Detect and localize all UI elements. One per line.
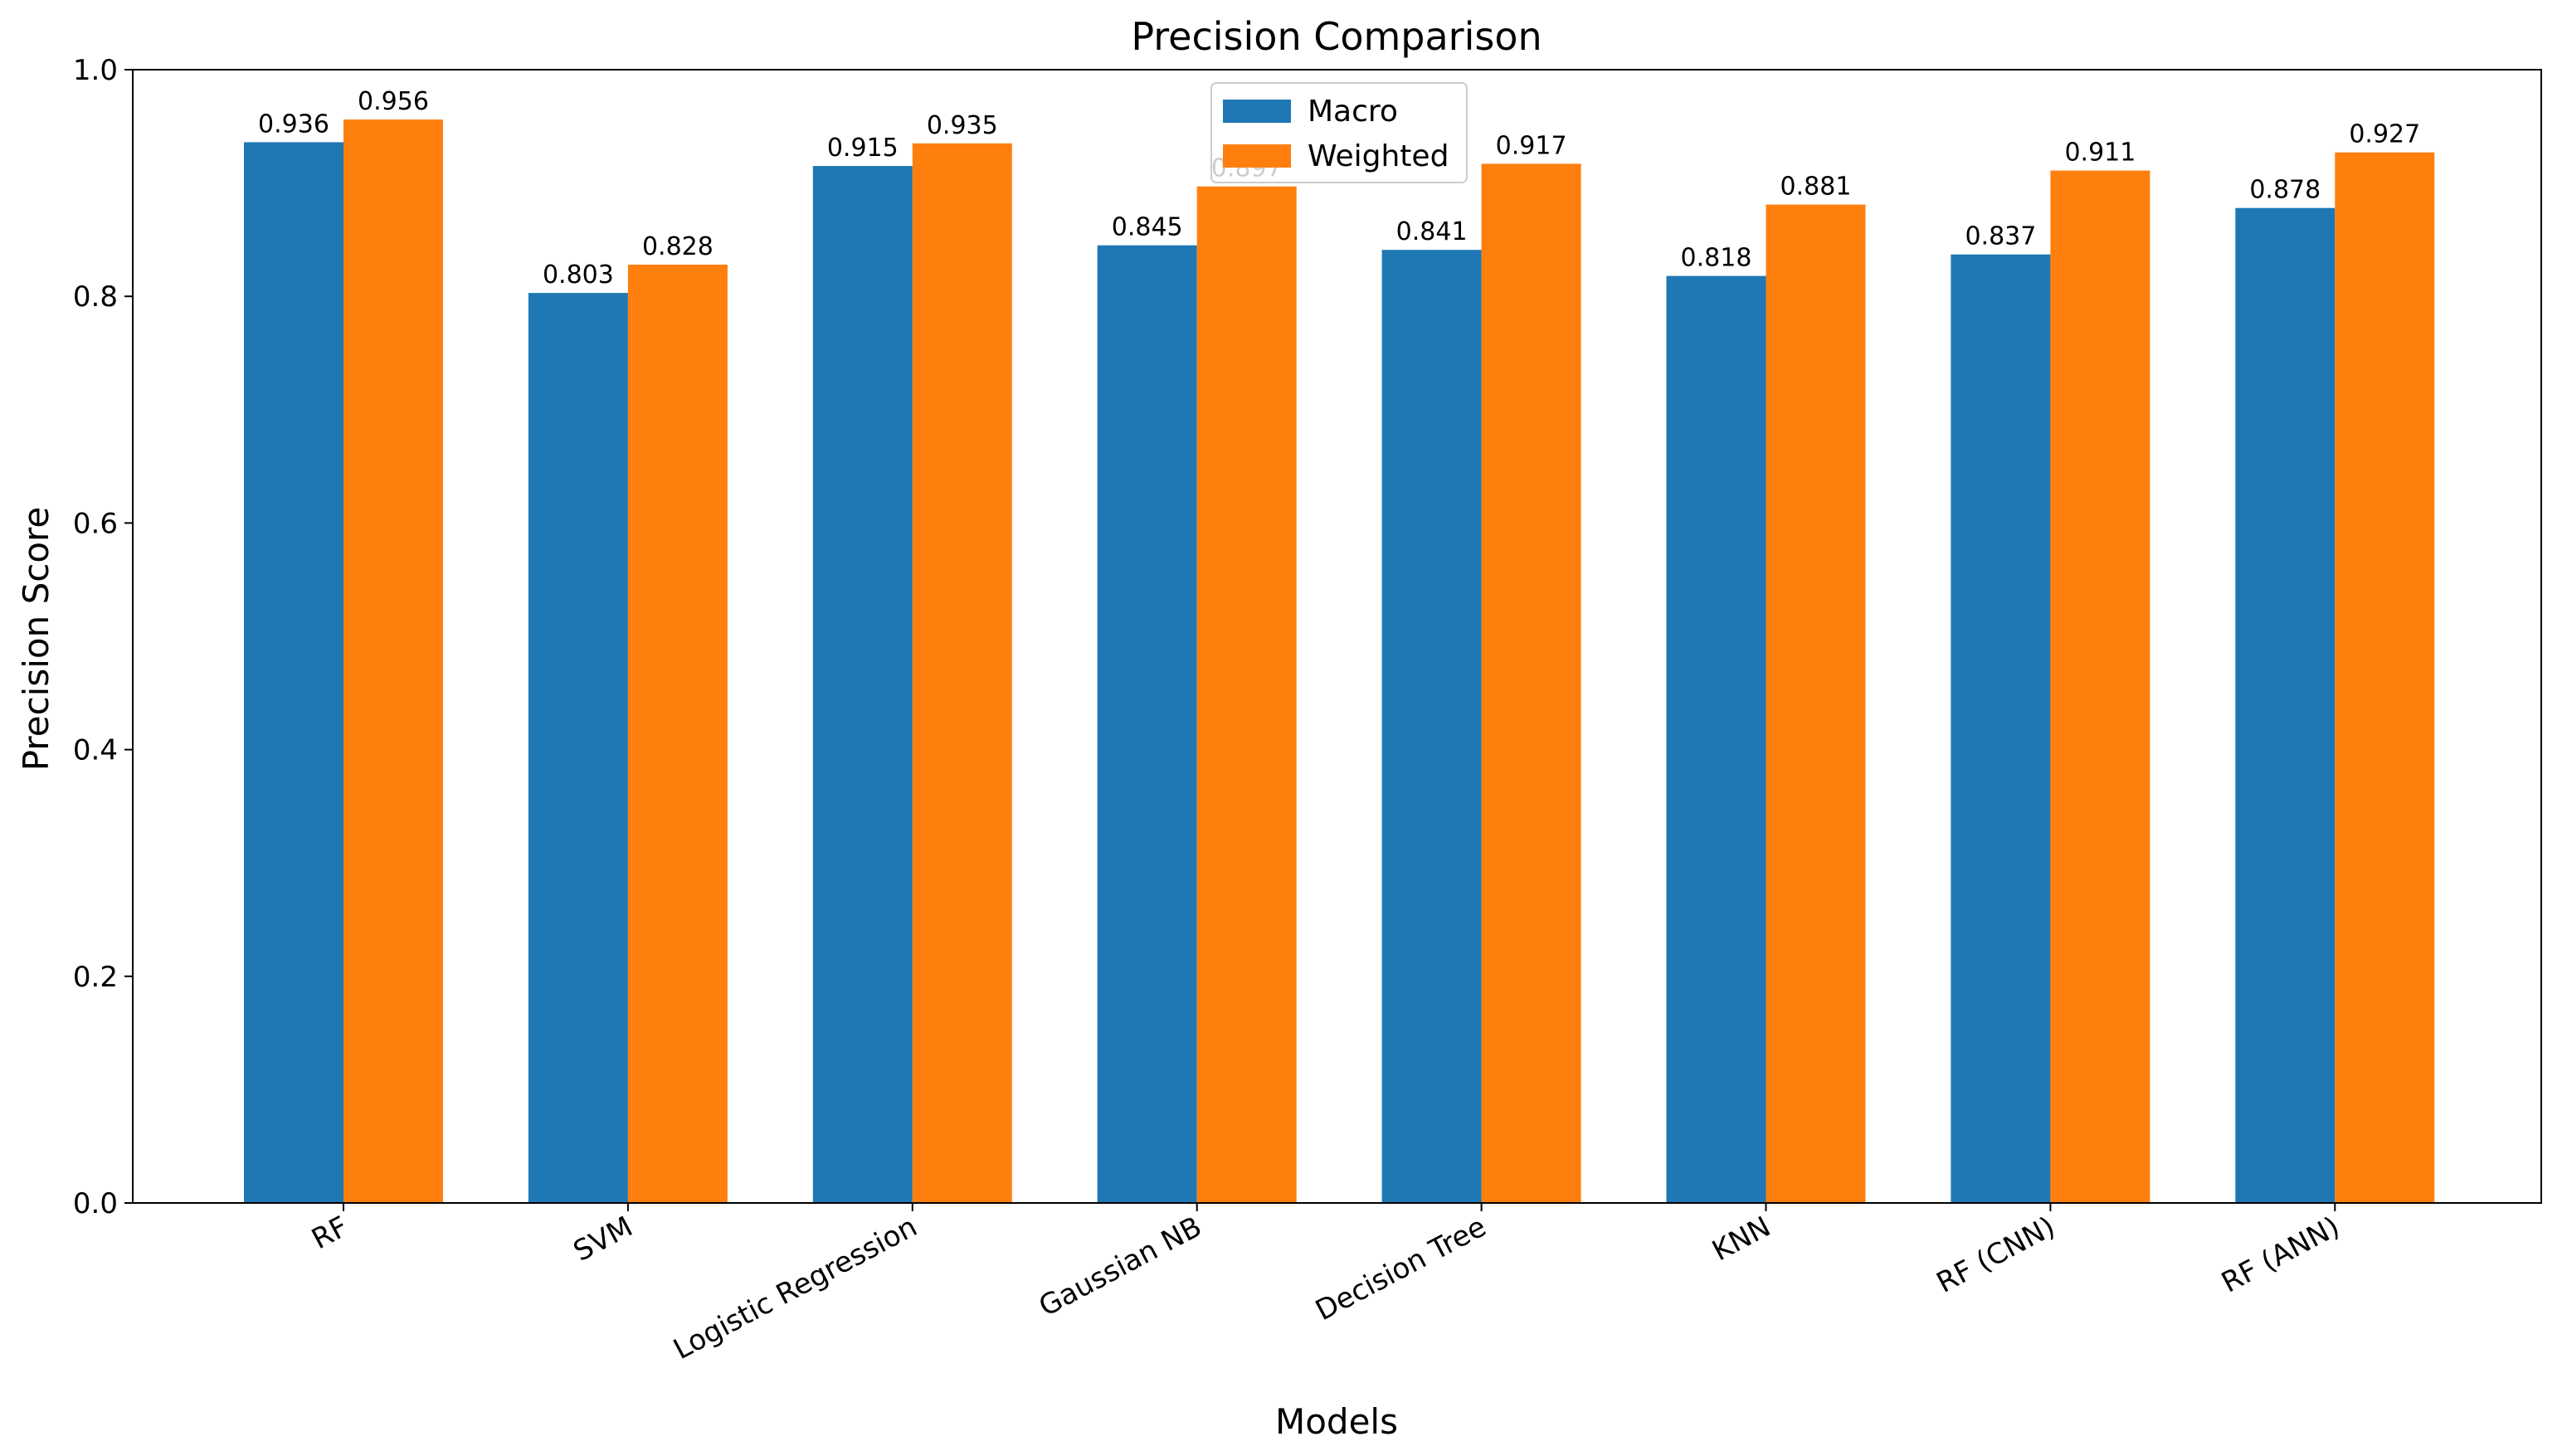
bar-macro-5 xyxy=(1381,250,1482,1204)
legend-label-macro: Macro xyxy=(1308,95,1398,129)
bar-macro-7 xyxy=(1951,254,2051,1204)
bar-macro-1 xyxy=(244,142,343,1203)
data-label-macro-2: 0.803 xyxy=(543,261,614,290)
bar-weighted-2 xyxy=(627,265,728,1203)
y-tick-label-2: 0.2 xyxy=(73,961,118,994)
y-tick-label-4: 0.6 xyxy=(73,507,118,540)
data-label-weighted-6: 0.881 xyxy=(1780,173,1852,202)
data-label-macro-5: 0.841 xyxy=(1396,217,1468,246)
bar-weighted-4 xyxy=(1196,186,1297,1204)
chart-title: Precision Comparison xyxy=(1131,14,1542,59)
bar-macro-8 xyxy=(2235,207,2336,1204)
data-label-weighted-7: 0.911 xyxy=(2064,139,2136,168)
bar-weighted-5 xyxy=(1481,163,1581,1203)
y-tick-label-3: 0.4 xyxy=(73,734,118,767)
data-label-weighted-5: 0.917 xyxy=(1496,131,1567,160)
data-label-macro-7: 0.837 xyxy=(1965,222,2036,251)
data-label-macro-8: 0.878 xyxy=(2249,176,2321,205)
bar-macro-4 xyxy=(1097,245,1197,1204)
data-label-weighted-1: 0.956 xyxy=(358,87,429,116)
y-tick-label-5: 0.8 xyxy=(73,280,118,314)
bar-macro-3 xyxy=(812,166,913,1204)
legend-swatch-macro xyxy=(1223,100,1291,123)
bar-weighted-8 xyxy=(2335,152,2435,1204)
legend: Macro Weighted xyxy=(1210,82,1468,183)
bar-weighted-7 xyxy=(2050,170,2150,1204)
legend-label-weighted: Weighted xyxy=(1308,139,1449,173)
data-label-weighted-8: 0.927 xyxy=(2349,120,2420,149)
data-label-macro-3: 0.915 xyxy=(827,134,899,163)
data-label-weighted-3: 0.935 xyxy=(927,111,998,140)
legend-swatch-weighted xyxy=(1223,144,1291,168)
x-axis-label: Models xyxy=(1275,1401,1398,1442)
bars-layer xyxy=(244,119,2435,1204)
y-axis-label: Precision Score xyxy=(16,507,56,771)
bar-macro-2 xyxy=(528,293,628,1204)
plot-area-frame xyxy=(132,69,2542,1204)
bar-weighted-3 xyxy=(912,143,1012,1203)
bar-weighted-1 xyxy=(343,119,443,1204)
y-tick-label-6: 1.0 xyxy=(73,54,118,87)
y-tick-label-1: 0.0 xyxy=(73,1187,118,1220)
data-label-macro-6: 0.818 xyxy=(1681,244,1752,273)
data-label-macro-1: 0.936 xyxy=(258,110,329,139)
bar-weighted-6 xyxy=(1766,204,1866,1204)
bar-macro-6 xyxy=(1666,275,1766,1204)
data-label-macro-4: 0.845 xyxy=(1112,213,1183,242)
data-label-weighted-2: 0.828 xyxy=(642,232,714,261)
